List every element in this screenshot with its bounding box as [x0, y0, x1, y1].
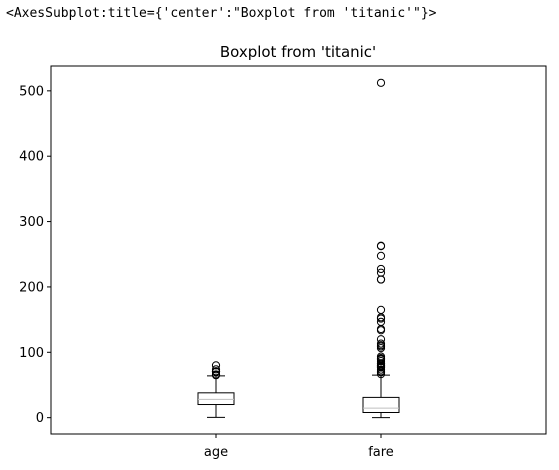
plot-frame [50, 65, 547, 435]
y-tick-label: 0 [36, 411, 44, 426]
flier-point [376, 339, 386, 348]
box-iqr [362, 396, 400, 413]
y-tick-label: 300 [19, 215, 44, 230]
box-iqr [197, 392, 235, 406]
chart-title: Boxplot from 'titanic' [220, 43, 376, 61]
x-tick-label: age [204, 445, 228, 460]
flier-point [376, 264, 386, 274]
y-tick-label: 100 [19, 346, 44, 361]
flier-point [376, 305, 386, 314]
flier-point [211, 365, 221, 374]
flier-point [211, 361, 221, 370]
flier-point [376, 251, 386, 260]
flier-point [376, 335, 386, 344]
flier-point [376, 268, 386, 277]
flier-point [376, 317, 386, 327]
flier-point [376, 275, 386, 284]
flier-point [376, 78, 386, 87]
flier-point [376, 241, 386, 250]
flier-point [211, 370, 221, 379]
output-repr-text: <AxesSubplot:title={'center':"Boxplot fr… [6, 6, 437, 21]
x-tick-label: fare [368, 445, 394, 460]
y-tick-label: 200 [19, 280, 44, 295]
flier-point [376, 352, 386, 361]
y-tick-label: 400 [19, 150, 44, 165]
y-tick-label: 500 [19, 84, 44, 99]
flier-point [376, 365, 386, 374]
